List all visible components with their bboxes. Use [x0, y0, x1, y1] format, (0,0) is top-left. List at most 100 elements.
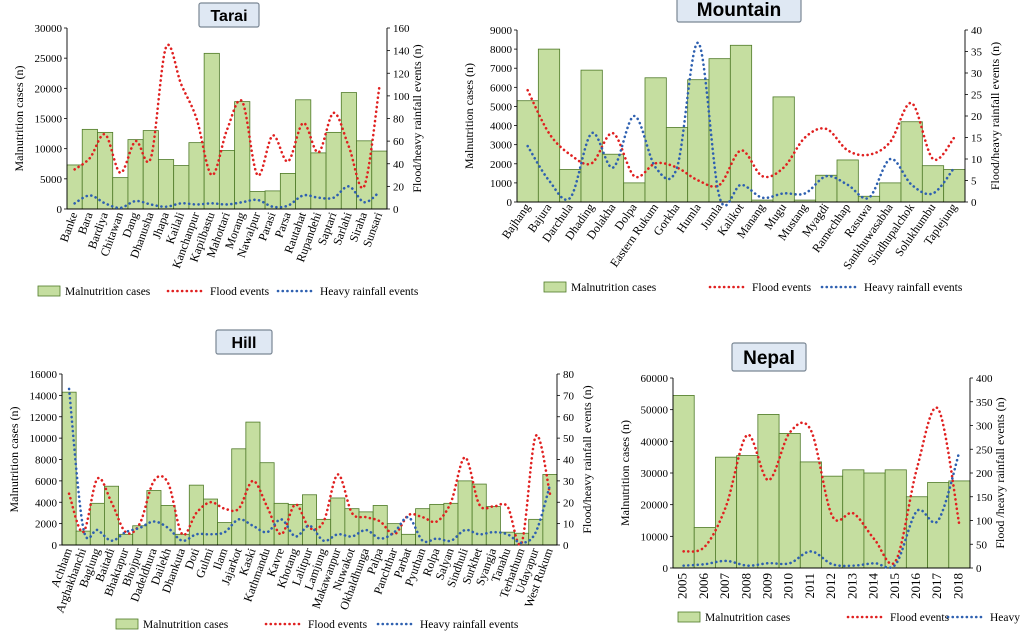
y-tick-label: 0: [52, 540, 58, 552]
y2-axis-label: Flood/heavy rainfall events (n): [580, 385, 594, 533]
legend-swatch-malnutrition: [115, 618, 139, 630]
legend-label-malnutrition: Malnutrition cases: [705, 612, 791, 624]
malnutrition-bar: [61, 391, 77, 546]
y-tick-label: 8000: [490, 44, 513, 56]
y2-tick-label: 10: [971, 154, 983, 166]
y2-axis-label: Flood/heavy rainfall events (n): [410, 44, 424, 192]
y2-axis-label: Flood /heavy rainfall events (n): [993, 397, 1007, 548]
y-tick-label: 10000: [35, 144, 63, 156]
legend-swatch-malnutrition: [37, 285, 61, 297]
legend-swatch-malnutrition: [543, 281, 567, 293]
y2-tick-label: 250: [976, 444, 993, 456]
y-axis-label: Malnutrition cases (n): [618, 420, 632, 526]
x-tick-label: 2015: [887, 573, 902, 599]
malnutrition-bar: [340, 92, 357, 210]
malnutrition-bar: [371, 150, 388, 210]
malnutrition-bar: [188, 142, 205, 210]
x-tick-label: 2016: [908, 573, 923, 600]
malnutrition-bar: [879, 182, 902, 203]
chart-tarai: Tarai 0 5000 10000 15000 20000 25000 30000 0 20 40…: [12, 2, 424, 298]
y-tick-label: 0: [57, 204, 63, 216]
malnutrition-bar: [302, 494, 317, 546]
y-tick-label: 2000: [490, 159, 513, 171]
x-tick-label: 2014: [866, 573, 881, 600]
y-tick-label: 40000: [641, 436, 669, 448]
malnutrition-bar: [542, 474, 558, 546]
y2-tick-label: 20: [563, 497, 575, 509]
y-tick-label: 20000: [641, 500, 669, 512]
y-tick-label: 6000: [35, 476, 58, 488]
y-tick-label: 5000: [40, 174, 63, 186]
malnutrition-bar: [173, 165, 190, 210]
malnutrition-bar: [921, 165, 945, 203]
y2-tick-label: 60: [393, 136, 405, 148]
y-tick-label: 50000: [641, 405, 669, 417]
malnutrition-bar: [623, 182, 646, 203]
y2-tick-label: 40: [563, 455, 575, 467]
malnutrition-bar: [245, 421, 261, 546]
heavy-rainfall-line: [73, 185, 381, 210]
y2-tick-label: 300: [976, 421, 993, 433]
malnutrition-bar: [729, 44, 753, 203]
y2-tick-label: 350: [976, 397, 993, 409]
chart-title: Nepal: [743, 348, 795, 369]
malnutrition-bar: [217, 522, 233, 546]
y2-tick-label: 50: [976, 539, 988, 551]
chart-title: Hill: [232, 335, 257, 352]
malnutrition-bar: [249, 191, 266, 210]
y-tick-label: 1000: [490, 178, 513, 190]
malnutrition-bar: [601, 153, 625, 203]
y2-tick-label: 50: [563, 433, 575, 445]
y2-tick-label: 10: [563, 519, 575, 531]
y-tick-label: 3000: [490, 140, 513, 152]
y-tick-label: 5000: [490, 101, 513, 113]
y2-tick-label: 100: [393, 91, 410, 103]
y-axis-label: Malnutrition cases (n): [7, 407, 21, 513]
y2-tick-label: 0: [971, 197, 977, 209]
legend-label-flood: Flood events: [752, 282, 812, 294]
y2-tick-label: 100: [976, 516, 993, 528]
malnutrition-bar: [279, 173, 296, 210]
y2-tick-label: 25: [971, 90, 983, 102]
chart-title-box: [731, 342, 807, 372]
malnutrition-bar: [516, 100, 539, 203]
y-tick-label: 16000: [30, 369, 58, 381]
y-tick-label: 12000: [30, 412, 58, 424]
malnutrition-bar: [142, 130, 159, 210]
malnutrition-bar: [559, 169, 582, 203]
y2-tick-label: 0: [393, 204, 399, 216]
chart-title: Tarai: [210, 8, 247, 25]
chart-title-box: [676, 0, 802, 23]
malnutrition-bar: [89, 502, 105, 546]
malnutrition-bar: [863, 472, 886, 569]
y2-tick-label: 30: [563, 476, 575, 488]
y-tick-label: 2000: [35, 519, 58, 531]
y-tick-label: 0: [507, 197, 513, 209]
flood-events-line: [682, 406, 961, 565]
y2-tick-label: 60: [563, 412, 575, 424]
legend-label-malnutrition: Malnutrition cases: [571, 282, 657, 294]
legend-label-rain: Heavy rainfall events: [864, 282, 963, 294]
malnutrition-bar: [772, 96, 795, 203]
x-tick-label: 2017: [929, 573, 944, 600]
x-tick-label: 2008: [738, 573, 753, 599]
malnutrition-bar: [687, 79, 710, 203]
flood-events-line: [67, 434, 552, 547]
heavy-rainfall-line: [682, 450, 961, 569]
x-tick-label: 2005: [675, 573, 690, 599]
malnutrition-bar: [757, 414, 780, 569]
malnutrition-bar: [644, 77, 667, 203]
chart-hill: Hill 0 2000 4000 6000 8000 10000 12000 14000 1600…: [7, 329, 594, 631]
x-tick-label: 2018: [950, 573, 965, 599]
legend: Malnutrition cases Flood events Heavy rain…: [115, 618, 519, 631]
legend-label-rain: Heavy rainfall events: [320, 286, 419, 298]
y-tick-label: 4000: [35, 497, 58, 509]
y2-tick-label: 30: [971, 68, 983, 80]
x-tick-label: 2013: [844, 573, 859, 599]
chart-title-box: [215, 329, 273, 355]
y2-tick-label: 0: [563, 540, 569, 552]
malnutrition-bar: [203, 498, 218, 546]
malnutrition-bar: [884, 469, 907, 569]
malnutrition-bar: [905, 496, 928, 569]
